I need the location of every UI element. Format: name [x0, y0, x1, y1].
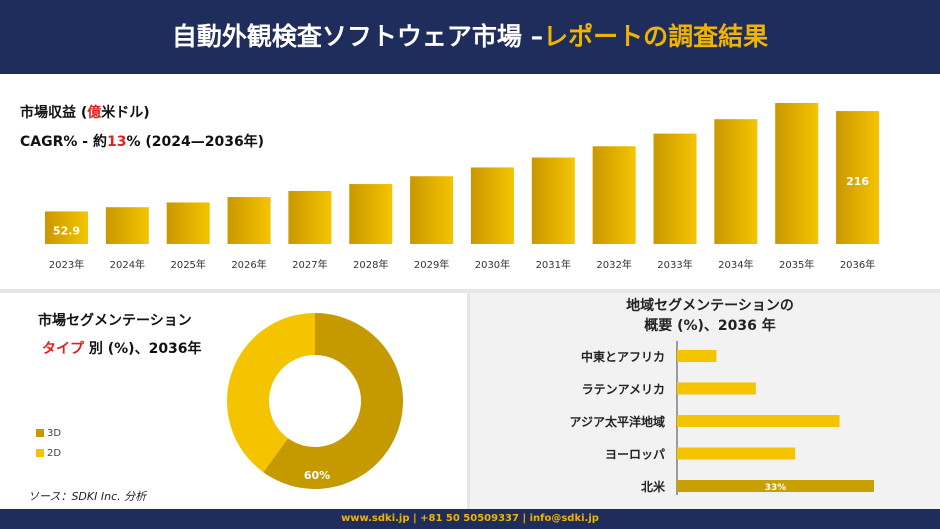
- donut-data-label: 60%: [304, 469, 330, 482]
- region-label: アジア太平洋地域: [569, 414, 665, 429]
- revenue-bar: [470, 167, 514, 244]
- panel-divider: [467, 293, 470, 509]
- segment-title: 市場セグメンテーション: [38, 313, 192, 329]
- donut-slice-2d: [227, 313, 315, 473]
- source-note: ソース：SDKI Inc. 分析: [28, 490, 147, 503]
- year-tick-label: 2032年: [596, 258, 631, 271]
- segment-subtitle: タイプ 別 (%)、2036年: [42, 341, 202, 357]
- revenue-bar: [45, 211, 88, 244]
- legend-swatch: [36, 449, 44, 457]
- legend-item-3d: 3D: [36, 428, 61, 439]
- year-tick-label: 2034年: [718, 258, 753, 271]
- year-tick-label: 2029年: [414, 258, 449, 271]
- region-bar: [677, 350, 717, 362]
- year-tick-label: 2035年: [779, 258, 814, 271]
- revenue-bar: [410, 176, 454, 244]
- region-bar: [677, 447, 796, 460]
- region-label: ヨーロッパ: [605, 448, 665, 462]
- revenue-bar: [775, 103, 819, 244]
- bar-data-label: 52.9: [53, 224, 80, 237]
- revenue-bar: [105, 207, 149, 244]
- revenue-bar-chart: 2023年 52.9 2024年 2025年 2026年 2027年 2028年 2029年 2…: [45, 103, 880, 271]
- revenue-bar: [836, 111, 880, 244]
- region-label: ラテンアメリカ: [582, 383, 665, 397]
- revenue-bar: [714, 119, 758, 244]
- region-panel: [470, 293, 940, 509]
- year-tick-label: 2033年: [657, 258, 692, 271]
- year-tick-label: 2030年: [475, 258, 510, 271]
- region-bar: [677, 415, 840, 427]
- revenue-bar: [592, 146, 636, 244]
- section-divider: [0, 289, 940, 293]
- year-tick-label: 2026年: [231, 258, 266, 271]
- year-tick-label: 2025年: [170, 258, 205, 271]
- revenue-bar: [653, 133, 697, 244]
- region-label: 北米: [641, 479, 666, 494]
- revenue-label: 市場収益 (億米ドル): [20, 105, 150, 121]
- year-tick-label: 2028年: [353, 258, 388, 271]
- header-banner: 自動外観検査ソフトウェア市場 –レポートの調査結果: [0, 0, 940, 74]
- legend-item-2d: 2D: [36, 448, 61, 459]
- year-tick-label: 2031年: [536, 258, 571, 271]
- page-title: 自動外観検査ソフトウェア市場 –レポートの調査結果: [171, 22, 769, 51]
- legend-swatch: [36, 429, 44, 437]
- revenue-bar: [166, 202, 210, 244]
- region-bar: [677, 382, 756, 395]
- region-title: 地域セグメンテーションの 概要 (%)、2036 年: [626, 298, 794, 334]
- year-tick-label: 2027年: [292, 258, 327, 271]
- donut-slice-3d: [263, 313, 403, 489]
- year-tick-label: 2024年: [110, 258, 145, 271]
- footer-contact: www.sdki.jp | +81 50 50509337 | info@sdk…: [0, 509, 940, 529]
- region-label: 中東とアフリカ: [581, 349, 665, 364]
- bar-data-label: 216: [846, 175, 869, 188]
- region-data-label: 33%: [765, 483, 787, 493]
- revenue-bar: [531, 157, 575, 244]
- revenue-bar: [288, 190, 332, 244]
- revenue-bar: [349, 184, 393, 244]
- type-donut-chart: 60%: [227, 313, 403, 489]
- revenue-bar: [227, 197, 271, 244]
- region-bar: [677, 480, 874, 492]
- year-tick-label: 2036年: [840, 258, 875, 271]
- cagr-label: CAGR% - 約13% (2024—2036年): [20, 134, 265, 150]
- year-tick-label: 2023年: [49, 258, 84, 271]
